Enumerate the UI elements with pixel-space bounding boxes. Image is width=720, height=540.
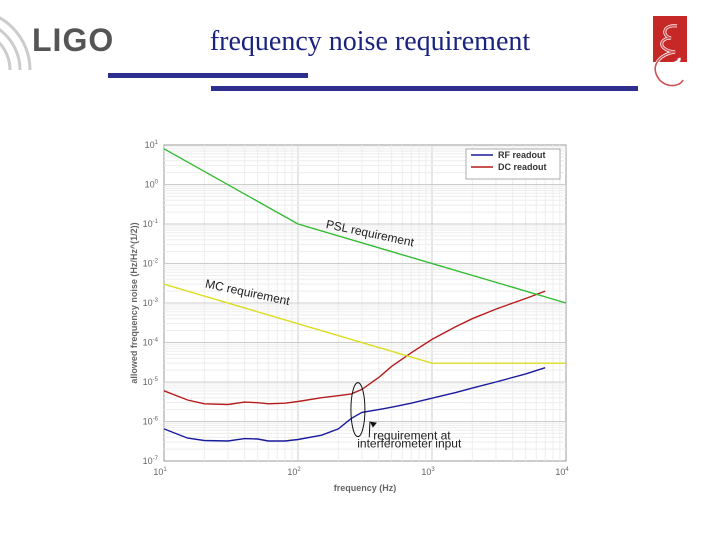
y-tick-label: 10-1 [143,219,159,229]
title-underline-short [108,73,308,78]
legend-label: DC readout [498,162,547,172]
series-line-rf-readout [163,367,546,442]
title-underline-long [211,86,638,91]
y-tick-label: 10-6 [143,417,159,427]
y-tick-label: 101 [145,140,159,150]
highlight-ellipse [350,382,366,438]
series-line-psl-requirement [163,148,567,304]
requirement-note-line2: interferometer input [357,436,462,450]
x-tick-label: 103 [421,467,435,477]
annotation-arrow [368,421,371,438]
x-tick-label: 101 [153,467,167,477]
y-axis-label: allowed frequency noise (Hz/Hz^(1/2)) [129,222,139,383]
x-axis-label: frequency (Hz) [334,483,397,493]
requirement-note-line1: requirement at [373,428,451,442]
x-tick-label: 102 [287,467,301,477]
y-tick-label: 100 [145,180,159,190]
x-tick-label: 104 [555,467,569,477]
y-tick-label: 10-2 [143,259,159,269]
ligo-logo: LIGO [0,0,120,80]
legend-label: RF readout [498,150,546,160]
emblem-icon [653,16,687,87]
arrow-head-icon [369,421,377,428]
ligo-arcs-icon [0,16,32,71]
series-line-mc-requirement [163,283,566,364]
legend-box [465,148,561,180]
y-tick-label: 10-3 [143,298,159,308]
logo-text: LIGO [32,22,115,58]
y-tick-label: 10-7 [143,456,159,466]
series-line-dc-readout [163,290,546,406]
grid-lines [164,145,566,461]
slide-title: frequency noise requirement [209,26,531,57]
y-tick-label: 10-5 [143,377,159,387]
y-tick-label: 10-4 [143,338,159,348]
